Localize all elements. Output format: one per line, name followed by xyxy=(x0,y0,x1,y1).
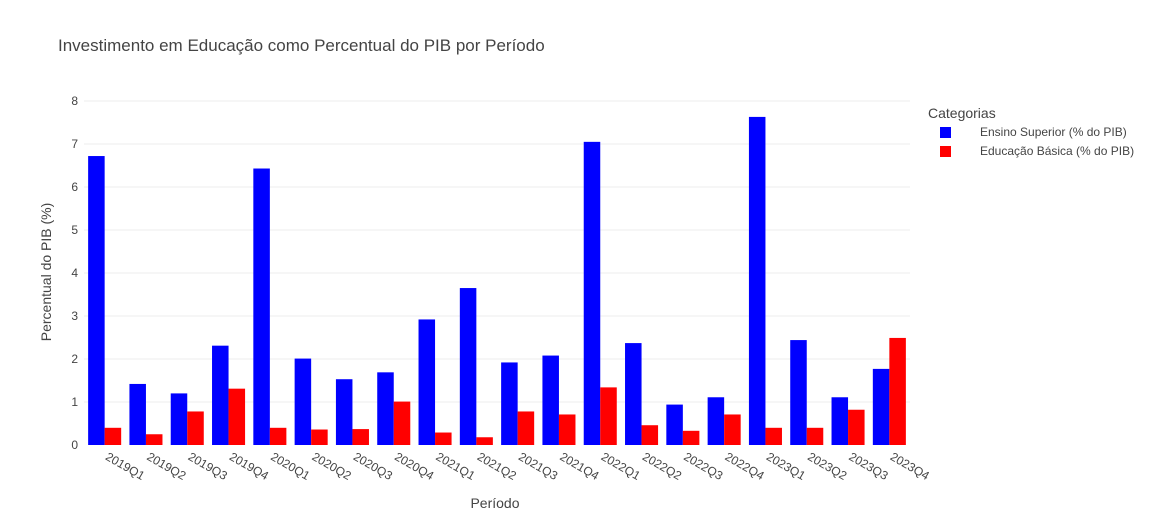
bar-educacao-basica[interactable] xyxy=(641,425,659,445)
bar-ensino-superior[interactable] xyxy=(542,355,559,445)
bar-educacao-basica[interactable] xyxy=(600,387,617,445)
x-tick-label: 2023Q3 xyxy=(847,449,891,483)
bar-ensino-superior[interactable] xyxy=(88,156,105,446)
legend-swatch[interactable] xyxy=(940,146,951,157)
bar-educacao-basica[interactable] xyxy=(724,414,741,445)
bar-educacao-basica[interactable] xyxy=(104,427,122,445)
x-tick-label: 2019Q2 xyxy=(144,449,188,483)
y-tick-label: 1 xyxy=(71,395,78,409)
bar-educacao-basica[interactable] xyxy=(682,430,700,445)
bar-ensino-superior[interactable] xyxy=(748,116,766,445)
legend-swatch[interactable] xyxy=(940,127,951,138)
bar-ensino-superior[interactable] xyxy=(129,383,146,445)
y-tick-label: 4 xyxy=(71,266,78,280)
x-tick-label: 2021Q3 xyxy=(516,449,560,483)
bar-educacao-basica[interactable] xyxy=(889,337,906,445)
y-tick-label: 6 xyxy=(71,180,78,194)
x-tick-label: 2022Q3 xyxy=(681,449,725,483)
bar-ensino-superior[interactable] xyxy=(501,362,518,445)
bar-educacao-basica[interactable] xyxy=(145,434,163,445)
y-tick-label: 2 xyxy=(71,352,78,366)
x-tick-label: 2021Q1 xyxy=(434,449,478,483)
bar-educacao-basica[interactable] xyxy=(558,414,576,445)
bar-educacao-basica[interactable] xyxy=(187,411,204,445)
bar-educacao-basica[interactable] xyxy=(517,411,535,445)
gridlines xyxy=(84,100,910,403)
bar-ensino-superior[interactable] xyxy=(583,141,601,445)
y-axis-title: Percentual do PIB (%) xyxy=(38,203,54,342)
bar-educacao-basica[interactable] xyxy=(352,429,369,445)
x-tick-label: 2020Q2 xyxy=(310,449,354,483)
x-tick-label: 2023Q1 xyxy=(764,449,808,483)
bar-educacao-basica[interactable] xyxy=(848,409,865,445)
legend-title: Categorias xyxy=(928,105,996,121)
bar-ensino-superior[interactable] xyxy=(666,404,683,445)
x-tick-label: 2022Q4 xyxy=(723,449,767,483)
bar-ensino-superior[interactable] xyxy=(625,343,642,445)
y-tick-labels: 0 1 2 3 4 5 6 7 8 xyxy=(71,94,78,452)
x-tick-label: 2021Q2 xyxy=(475,449,519,483)
bar-educacao-basica[interactable] xyxy=(435,432,452,445)
bar-educacao-basica[interactable] xyxy=(765,427,782,445)
x-tick-labels: 2019Q12019Q22019Q32019Q42020Q12020Q22020… xyxy=(103,449,932,483)
y-tick-label: 0 xyxy=(71,438,78,452)
x-tick-label: 2023Q4 xyxy=(888,449,932,483)
bar-educacao-basica[interactable] xyxy=(806,427,824,445)
y-tick-label: 3 xyxy=(71,309,78,323)
x-tick-label: 2020Q4 xyxy=(392,449,436,483)
x-tick-label: 2023Q2 xyxy=(805,449,849,483)
legend: Categorias Ensino Superior (% do PIB) Edu… xyxy=(928,105,1134,158)
x-tick-label: 2022Q2 xyxy=(640,449,684,483)
bar-educacao-basica[interactable] xyxy=(228,388,246,445)
bar-ensino-superior[interactable] xyxy=(790,340,807,445)
bar-ensino-superior[interactable] xyxy=(707,397,725,445)
x-tick-label: 2020Q1 xyxy=(268,449,312,483)
bars xyxy=(88,116,906,446)
bar-ensino-superior[interactable] xyxy=(418,319,436,445)
y-tick-label: 8 xyxy=(71,94,78,108)
bar-ensino-superior[interactable] xyxy=(212,345,229,445)
bar-educacao-basica[interactable] xyxy=(311,429,328,445)
bar-ensino-superior[interactable] xyxy=(872,368,890,445)
bar-educacao-basica[interactable] xyxy=(476,437,493,445)
y-tick-label: 7 xyxy=(71,137,78,151)
chart-title: Investimento em Educação como Percentual… xyxy=(58,36,545,55)
y-tick-label: 5 xyxy=(71,223,78,237)
x-tick-label: 2020Q3 xyxy=(351,449,395,483)
legend-item-label[interactable]: Educação Básica (% do PIB) xyxy=(980,144,1134,158)
legend-item-label[interactable]: Ensino Superior (% do PIB) xyxy=(980,125,1127,139)
bar-ensino-superior[interactable] xyxy=(459,288,477,445)
bar-ensino-superior[interactable] xyxy=(335,379,353,445)
bar-educacao-basica[interactable] xyxy=(269,427,287,445)
bar-ensino-superior[interactable] xyxy=(377,372,394,445)
x-tick-label: 2019Q4 xyxy=(227,449,271,483)
x-axis-title: Período xyxy=(470,495,519,511)
bar-ensino-superior[interactable] xyxy=(253,168,270,445)
bar-educacao-basica[interactable] xyxy=(393,401,411,445)
x-tick-label: 2021Q4 xyxy=(557,449,601,483)
bar-ensino-superior[interactable] xyxy=(170,393,188,445)
x-tick-label: 2022Q1 xyxy=(599,449,643,483)
x-tick-label: 2019Q1 xyxy=(103,449,147,483)
x-tick-label: 2019Q3 xyxy=(186,449,230,483)
bar-ensino-superior[interactable] xyxy=(294,358,312,445)
bar-ensino-superior[interactable] xyxy=(831,397,849,445)
